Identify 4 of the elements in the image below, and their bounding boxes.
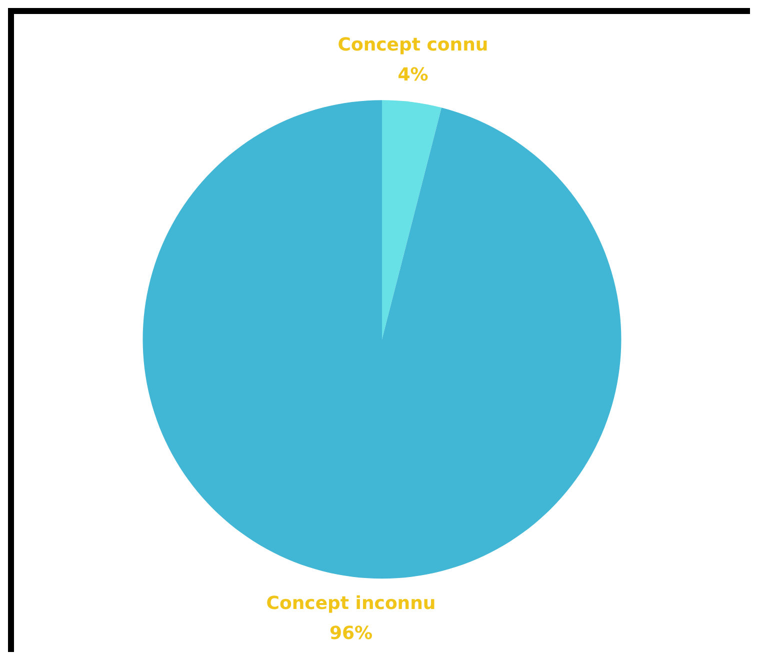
data-label: 4%: [398, 64, 428, 86]
slice-label: Concept inconnu: [266, 593, 436, 614]
data-label: 96%: [329, 623, 373, 644]
slice-label: Concept connu: [338, 34, 488, 56]
